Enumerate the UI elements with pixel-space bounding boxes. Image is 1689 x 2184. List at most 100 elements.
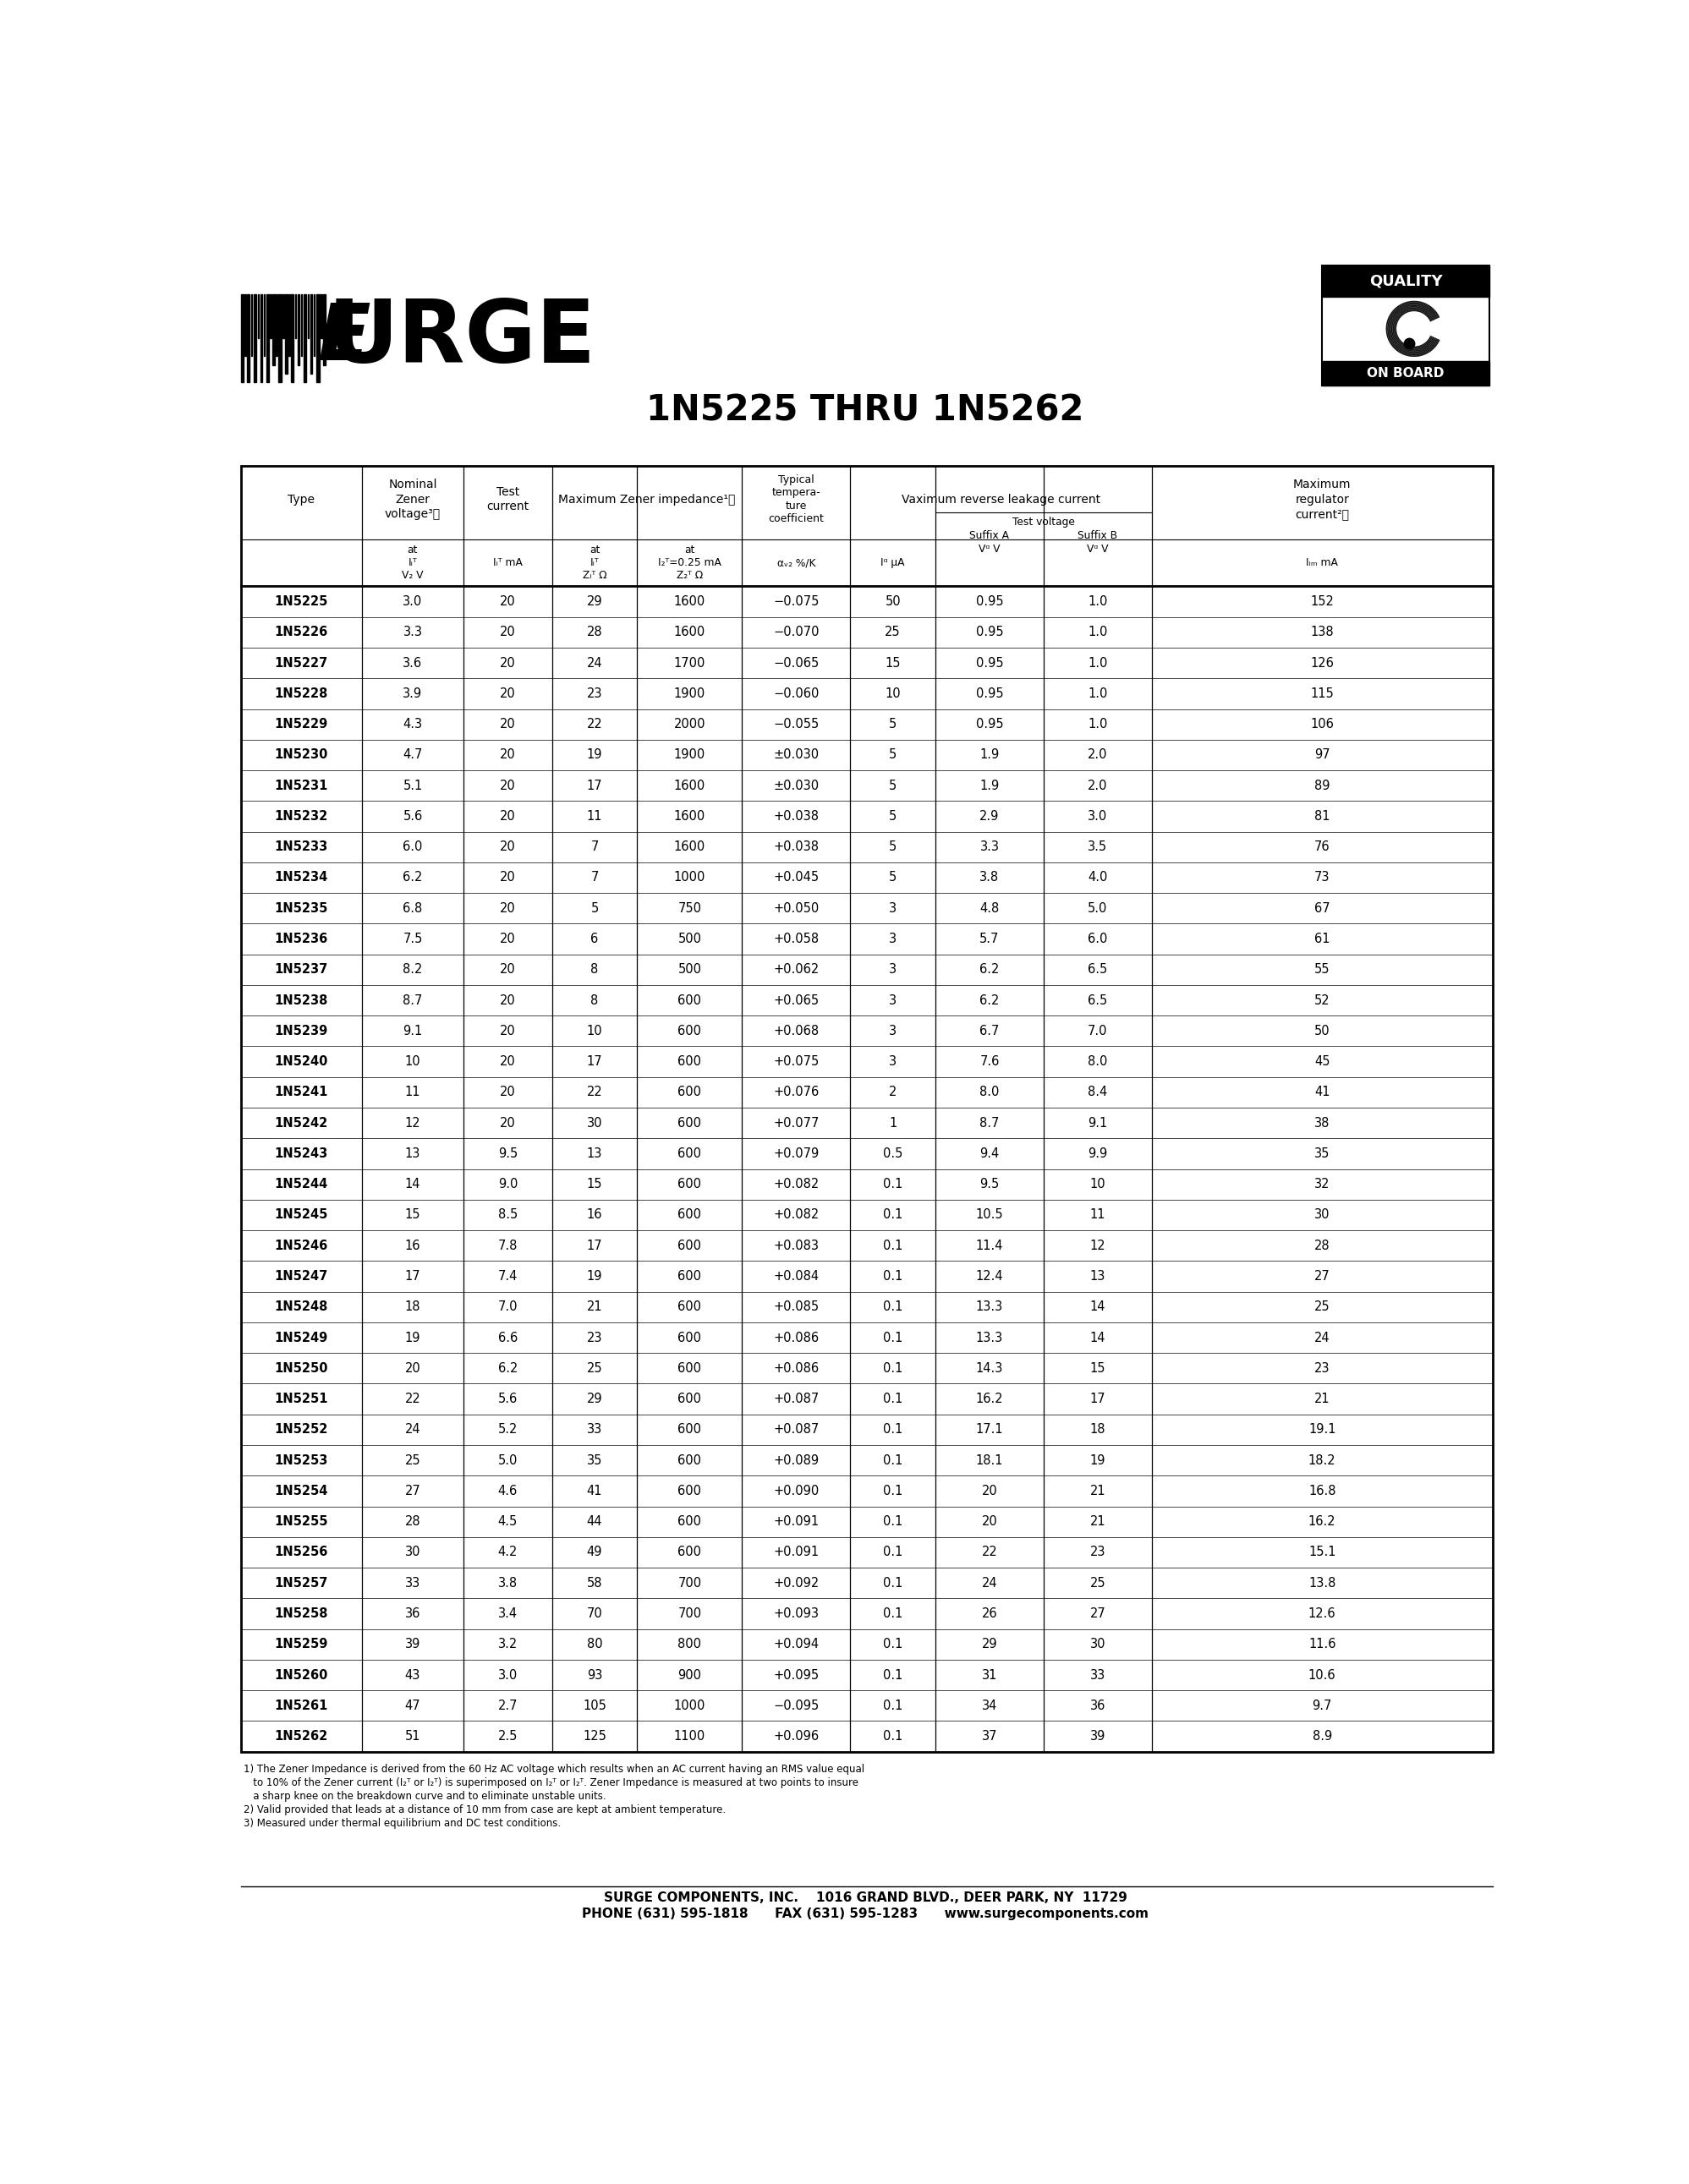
Text: 34: 34	[981, 1699, 997, 1712]
Text: 3) Measured under thermal equilibrium and DC test conditions.: 3) Measured under thermal equilibrium an…	[243, 1817, 561, 1828]
Text: 32: 32	[1314, 1177, 1329, 1190]
Text: +0.086: +0.086	[774, 1332, 819, 1343]
Text: −0.060: −0.060	[774, 688, 819, 701]
Text: 1N5247: 1N5247	[275, 1271, 328, 1282]
Text: 600: 600	[677, 1424, 701, 1437]
Text: E: E	[318, 301, 370, 376]
Text: 1600: 1600	[674, 810, 706, 823]
Text: Vᵅ V: Vᵅ V	[978, 544, 1000, 555]
Text: 17.1: 17.1	[976, 1424, 1003, 1437]
Text: 7: 7	[591, 841, 598, 854]
Text: 1: 1	[888, 1116, 897, 1129]
Text: 1N5260: 1N5260	[274, 1669, 328, 1682]
Text: 4.8: 4.8	[980, 902, 1000, 915]
Text: Suffix B: Suffix B	[1078, 531, 1118, 542]
Text: 3.8: 3.8	[498, 1577, 517, 1590]
Text: 20: 20	[405, 1363, 421, 1374]
Text: 600: 600	[677, 1116, 701, 1129]
Text: 13.3: 13.3	[976, 1332, 1003, 1343]
Text: 22: 22	[586, 1085, 603, 1099]
Text: 76: 76	[1314, 841, 1329, 854]
Bar	[1322, 360, 1490, 387]
Text: +0.092: +0.092	[774, 1577, 819, 1590]
Text: 6.2: 6.2	[402, 871, 422, 885]
Text: 1.0: 1.0	[1088, 688, 1108, 701]
Text: 8: 8	[591, 994, 598, 1007]
Text: −0.065: −0.065	[774, 657, 819, 668]
Text: +0.045: +0.045	[774, 871, 819, 885]
Text: 600: 600	[677, 994, 701, 1007]
Bar	[291, 295, 294, 382]
Text: 17: 17	[586, 1055, 603, 1068]
Text: 81: 81	[1314, 810, 1329, 823]
Text: 600: 600	[677, 1208, 701, 1221]
Text: 1N5225: 1N5225	[274, 596, 328, 607]
Text: 0.1: 0.1	[883, 1607, 902, 1621]
Text: +0.068: +0.068	[774, 1024, 819, 1037]
Bar	[304, 295, 306, 382]
Text: −0.095: −0.095	[774, 1699, 819, 1712]
Text: 15: 15	[586, 1177, 603, 1190]
Text: +0.075: +0.075	[774, 1055, 819, 1068]
Text: 1N5246: 1N5246	[275, 1238, 328, 1251]
Text: 600: 600	[677, 1177, 701, 1190]
Text: 39: 39	[405, 1638, 421, 1651]
Text: 600: 600	[677, 1024, 701, 1037]
Text: 2.0: 2.0	[1088, 780, 1108, 793]
Text: 25: 25	[586, 1363, 603, 1374]
Text: +0.094: +0.094	[774, 1638, 819, 1651]
Text: 33: 33	[405, 1577, 421, 1590]
Text: 6.5: 6.5	[1088, 994, 1108, 1007]
Text: 20: 20	[981, 1485, 998, 1498]
Text: 80: 80	[586, 1638, 603, 1651]
Text: 93: 93	[586, 1669, 603, 1682]
Text: 11: 11	[1089, 1208, 1106, 1221]
Text: 25: 25	[1314, 1302, 1329, 1313]
Text: 5.0: 5.0	[498, 1455, 517, 1468]
Text: 11.6: 11.6	[1309, 1638, 1336, 1651]
Text: 14.3: 14.3	[976, 1363, 1003, 1374]
Text: 19: 19	[405, 1332, 421, 1343]
Text: 600: 600	[677, 1147, 701, 1160]
Text: 1000: 1000	[674, 1699, 706, 1712]
Text: 21: 21	[586, 1302, 603, 1313]
Text: Suffix A: Suffix A	[969, 531, 1010, 542]
Text: 0.1: 0.1	[883, 1393, 902, 1404]
Text: 50: 50	[885, 596, 900, 607]
Text: 700: 700	[677, 1607, 701, 1621]
Text: 600: 600	[677, 1485, 701, 1498]
Text: −0.070: −0.070	[774, 627, 819, 638]
Text: +0.086: +0.086	[774, 1363, 819, 1374]
Text: 1N5249: 1N5249	[275, 1332, 328, 1343]
Text: 3.8: 3.8	[980, 871, 1000, 885]
Text: 67: 67	[1314, 902, 1329, 915]
Text: +0.089: +0.089	[774, 1455, 819, 1468]
Text: 5.6: 5.6	[404, 810, 422, 823]
Text: 9.1: 9.1	[1088, 1116, 1108, 1129]
Text: 3.5: 3.5	[1088, 841, 1108, 854]
Text: 97: 97	[1314, 749, 1329, 762]
Text: 30: 30	[586, 1116, 603, 1129]
Text: 19.1: 19.1	[1309, 1424, 1336, 1437]
Text: +0.084: +0.084	[774, 1271, 819, 1282]
Text: 23: 23	[1314, 1363, 1329, 1374]
Text: QUALITY: QUALITY	[1370, 273, 1442, 288]
Text: Vaximum reverse leakage current: Vaximum reverse leakage current	[902, 494, 1101, 505]
Text: 1.0: 1.0	[1088, 719, 1108, 732]
Text: Iᵢₘ mA: Iᵢₘ mA	[1306, 557, 1338, 568]
Text: 20: 20	[500, 933, 515, 946]
Text: 1N5250: 1N5250	[274, 1363, 328, 1374]
Text: URGE: URGE	[328, 295, 596, 382]
Text: 0.1: 0.1	[883, 1177, 902, 1190]
Text: 13: 13	[1089, 1271, 1105, 1282]
Text: 5: 5	[888, 810, 897, 823]
Bar	[311, 295, 312, 373]
Text: 600: 600	[677, 1546, 701, 1559]
Text: 35: 35	[1314, 1147, 1329, 1160]
Text: 900: 900	[677, 1669, 701, 1682]
Text: 20: 20	[500, 810, 515, 823]
Text: 20: 20	[500, 596, 515, 607]
Text: 1N5234: 1N5234	[275, 871, 328, 885]
Bar	[285, 295, 287, 373]
Text: 8.0: 8.0	[980, 1085, 1000, 1099]
